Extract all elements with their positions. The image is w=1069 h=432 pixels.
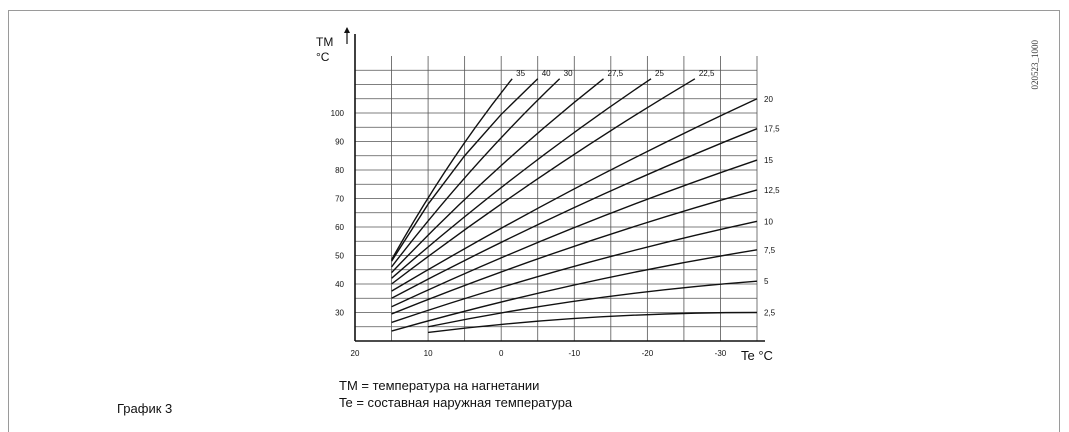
- curve-15: [391, 159, 758, 308]
- curve-20: [391, 98, 758, 292]
- curves: [390, 78, 758, 334]
- curve-22-5: [391, 78, 696, 285]
- curve-label: 10: [764, 217, 773, 226]
- y-tick-label: 40: [335, 280, 344, 289]
- figure-caption: График 3: [117, 401, 173, 416]
- curve-30: [390, 78, 561, 268]
- y-tick-label: 60: [335, 223, 344, 232]
- curve-7-5: [391, 249, 758, 332]
- curve-25: [391, 78, 652, 279]
- curve-label: 25: [655, 69, 664, 78]
- curve-label: 40: [542, 69, 551, 78]
- curve-35: [390, 78, 513, 261]
- y-tick-label: 100: [331, 109, 345, 118]
- y-axis-arrowhead: [344, 27, 350, 33]
- curve-label: 20: [764, 95, 773, 104]
- curve-label: 2,5: [764, 309, 776, 318]
- curve-5: [427, 280, 758, 328]
- curve-12-5: [391, 189, 758, 315]
- legend-line-tm: TM = температура на нагнетании: [339, 378, 540, 393]
- y-axis-label: TM: [316, 35, 334, 49]
- figure-id: 020523_1000: [1030, 40, 1040, 90]
- y-axis-unit: °C: [316, 50, 330, 64]
- curve-2-5: [428, 311, 758, 334]
- y-tick-label: 90: [335, 138, 344, 147]
- curve-label: 22,5: [699, 69, 715, 78]
- curve-label: 7,5: [764, 246, 776, 255]
- x-tick-label: -20: [642, 349, 654, 358]
- curve-label: 17,5: [764, 125, 780, 134]
- curve-label: 5: [764, 277, 769, 286]
- figure-frame: [8, 10, 1060, 432]
- y-tick-label: 70: [335, 195, 344, 204]
- x-tick-label: -30: [715, 349, 727, 358]
- curve-40: [390, 78, 539, 262]
- curve-label: 35: [516, 69, 525, 78]
- y-tick-label: 50: [335, 252, 344, 261]
- x-tick-label: 20: [351, 349, 360, 358]
- curve-label: 12,5: [764, 186, 780, 195]
- y-tick-label: 80: [335, 166, 344, 175]
- x-tick-label: 10: [424, 349, 433, 358]
- curve-17-5: [391, 128, 758, 299]
- curve-label: 30: [564, 69, 573, 78]
- curve-labels: 2,5 5 7,5 10 12,5 15 17,5 20 22,5 25 27,5 30 35 40: [516, 69, 780, 318]
- x-tick-label: -10: [568, 349, 580, 358]
- legend: TM = температура на нагнетании Te = сост…: [339, 377, 572, 411]
- x-axis-label: Te °C: [741, 348, 773, 363]
- axes: [344, 27, 765, 342]
- curve-10: [391, 220, 758, 324]
- x-tick-label: 0: [499, 349, 504, 358]
- curve-label: 27,5: [608, 69, 624, 78]
- curve-label: 15: [764, 156, 773, 165]
- curve-27-5: [391, 78, 604, 274]
- y-tick-label: 30: [335, 309, 344, 318]
- legend-line-te: Te = составная наружная температура: [339, 395, 573, 410]
